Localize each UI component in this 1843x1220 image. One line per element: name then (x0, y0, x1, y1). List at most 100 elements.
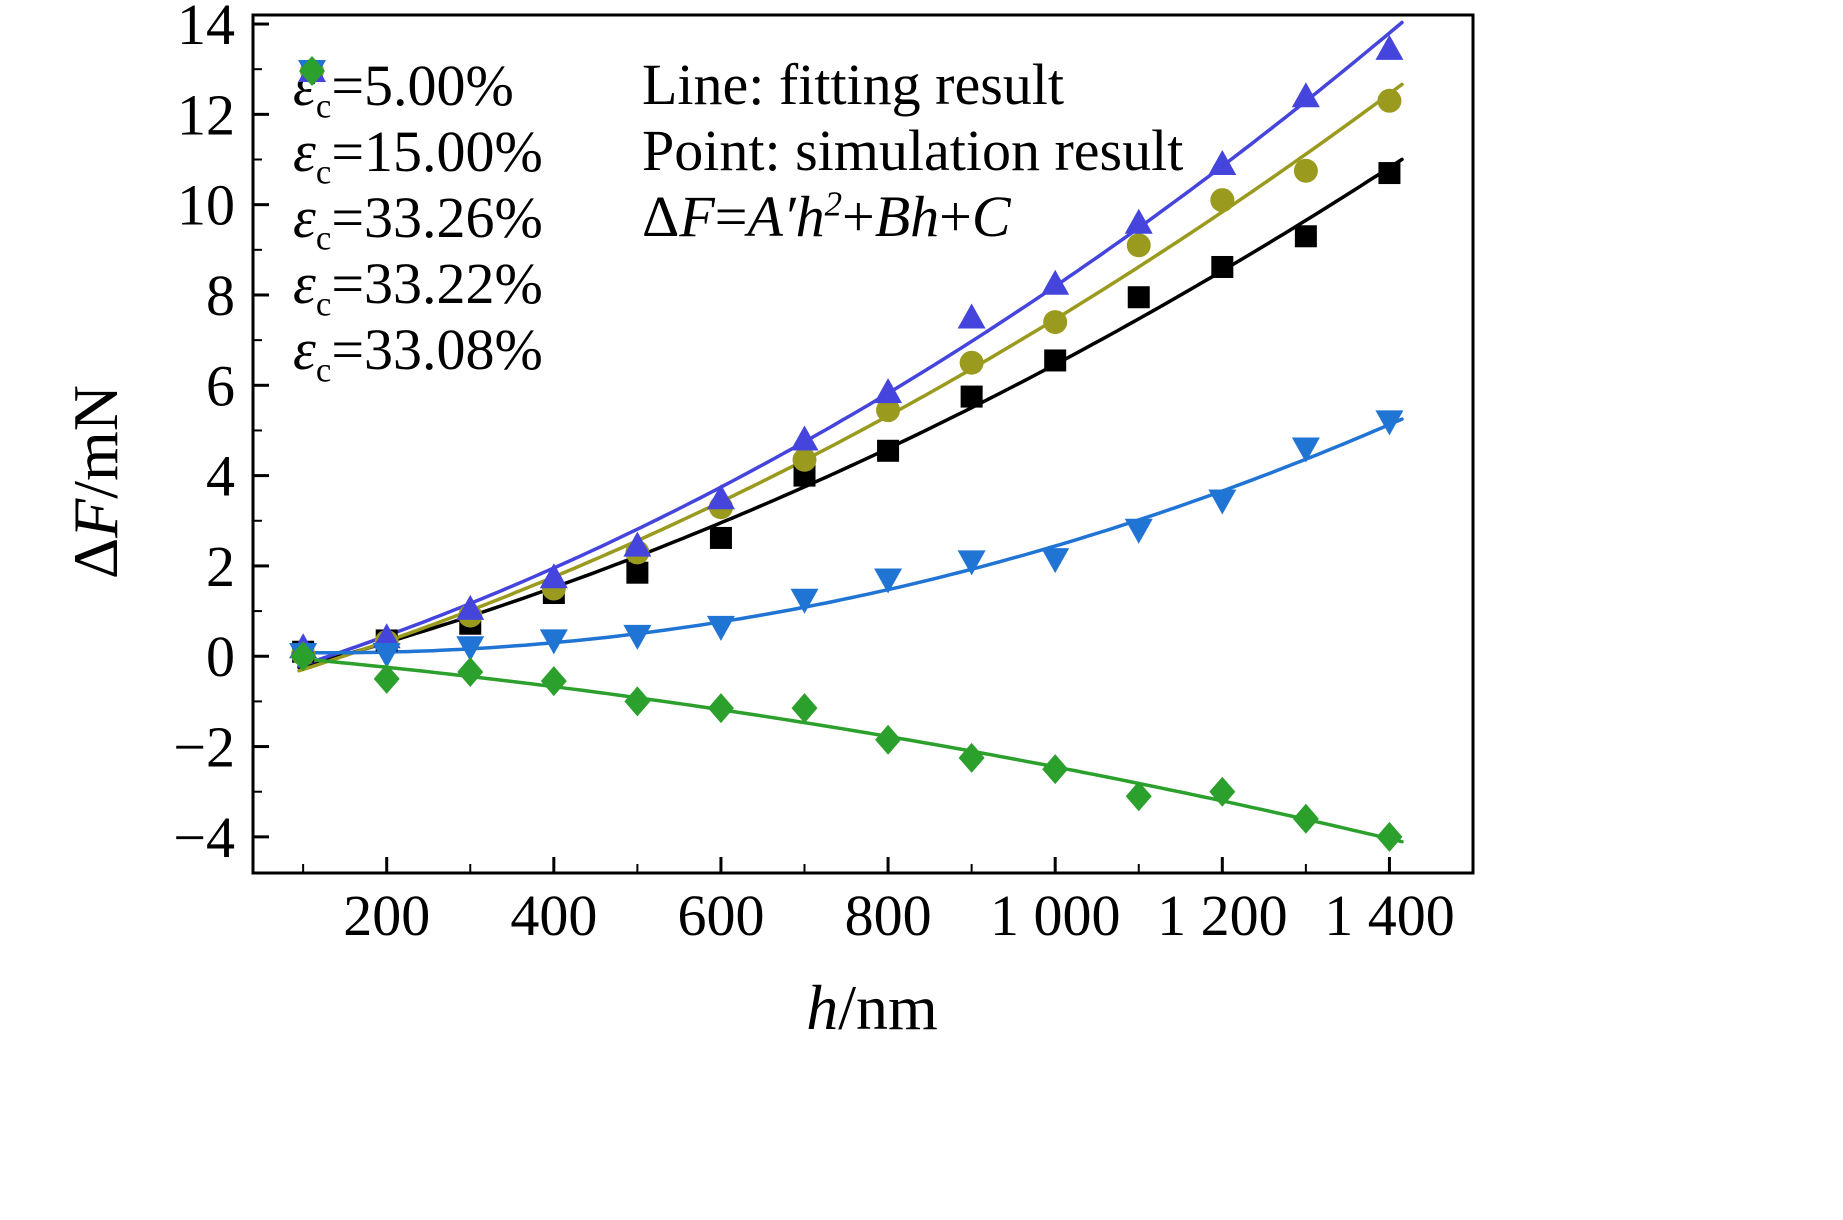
data-point (1375, 410, 1404, 436)
data-point (1291, 437, 1320, 463)
data-point (1043, 310, 1068, 335)
data-point (1291, 82, 1320, 108)
y-axis-tick-label: 4 (206, 444, 235, 509)
y-axis-title-delta: Δ (60, 537, 131, 580)
x-axis-tick-label: 600 (677, 883, 764, 948)
data-point (876, 398, 901, 423)
data-point (626, 561, 649, 584)
data-point (1208, 150, 1237, 176)
y-axis-title: ΔF/mN (59, 385, 133, 579)
legend-item: εc=33.22% (293, 60, 543, 324)
data-point (290, 641, 317, 672)
data-point (790, 425, 819, 451)
legend-item: εc=33.08% (293, 56, 543, 390)
data-point (1041, 548, 1070, 574)
data-point (706, 615, 735, 641)
data-point (791, 693, 818, 724)
y-axis-tick-label: 2 (206, 534, 235, 599)
data-point (1209, 776, 1236, 807)
data-point (624, 686, 651, 717)
data-point (1124, 518, 1153, 544)
data-point (707, 693, 734, 724)
series-points-3 (289, 410, 1404, 668)
formula-F: F (679, 184, 715, 249)
x-axis-title: h/nm (806, 971, 938, 1045)
data-point (958, 742, 985, 773)
formula-C: C (971, 184, 1011, 249)
data-point (709, 526, 732, 549)
data-point (1378, 162, 1401, 185)
legend-item-label: εc=33.22% (293, 250, 543, 324)
legend-item-label: εc=33.08% (293, 316, 543, 390)
data-point (792, 447, 817, 472)
series-points-4 (290, 641, 1403, 852)
fit-line-4 (297, 656, 1404, 844)
x-axis-title-unit: /nm (838, 972, 938, 1043)
data-point (456, 594, 485, 620)
legend-marker-diamond (299, 56, 325, 86)
data-point (1041, 269, 1070, 295)
legend-item-label: εc=33.26% (293, 184, 543, 258)
annotation-formula: ΔF=A′h2+Bh+C (642, 184, 1183, 250)
data-point (372, 623, 401, 649)
data-point (1292, 803, 1319, 834)
y-axis-tick-label: 0 (206, 624, 235, 689)
data-point (874, 568, 903, 594)
x-axis-tick-label: 400 (510, 883, 597, 948)
data-point (373, 663, 400, 694)
data-point (1127, 286, 1150, 309)
data-point (877, 439, 900, 462)
y-axis-title-f: F (60, 498, 131, 538)
data-point (623, 531, 652, 557)
data-point (1126, 233, 1151, 258)
legend: εc=5.00% εc=15.00% εc=33.26% εc=33.22% εc=33… (293, 52, 543, 390)
data-point (539, 563, 568, 589)
data-point (706, 484, 735, 510)
annotation-line-fitting: Line: fitting result (642, 52, 1065, 117)
x-axis-tick-label: 1 400 (1324, 883, 1455, 948)
y-axis-tick-label: −2 (173, 715, 235, 780)
legend-item: εc=33.26% (293, 57, 543, 258)
y-axis-tick-label: −4 (173, 805, 235, 870)
data-point (1208, 489, 1237, 515)
data-point (1124, 208, 1153, 234)
data-point (874, 378, 903, 404)
annotation-point-simulation: Point: simulation result (642, 118, 1184, 183)
formula-eq: = (714, 184, 748, 249)
data-point (456, 636, 485, 662)
x-axis-title-h: h (806, 972, 839, 1043)
data-point (1042, 754, 1069, 785)
data-point (539, 629, 568, 655)
data-point (790, 588, 819, 614)
data-point (299, 56, 325, 86)
y-axis-tick-label: 12 (177, 82, 235, 147)
y-axis-tick-label: 10 (177, 173, 235, 238)
formula-Ah: A′h (747, 184, 825, 249)
data-point (1294, 225, 1317, 248)
data-point (957, 550, 986, 576)
y-axis-tick-label: 8 (206, 263, 235, 328)
data-point (1377, 88, 1402, 113)
y-axis-tick-label: 14 (177, 0, 235, 57)
formula-delta: Δ (642, 184, 680, 249)
formula-plus2: + (939, 184, 972, 249)
y-axis-title-unit: /mN (60, 384, 131, 499)
legend-item: εc=15.00% (293, 59, 543, 189)
data-point (623, 624, 652, 650)
data-point (957, 303, 986, 329)
data-point (1375, 34, 1404, 60)
data-point (1293, 158, 1318, 183)
x-axis-tick-label: 200 (343, 883, 430, 948)
plot-frame (251, 13, 1475, 875)
data-point (1210, 188, 1235, 213)
x-axis-tick-label: 800 (845, 883, 932, 948)
x-axis-tick-label: 1 000 (990, 883, 1121, 948)
data-point (1376, 821, 1403, 852)
data-point (1211, 255, 1234, 278)
fit-line-1 (297, 82, 1404, 673)
data-point (1125, 781, 1152, 812)
data-point (540, 666, 567, 697)
formula-Bh: Bh (874, 184, 940, 249)
